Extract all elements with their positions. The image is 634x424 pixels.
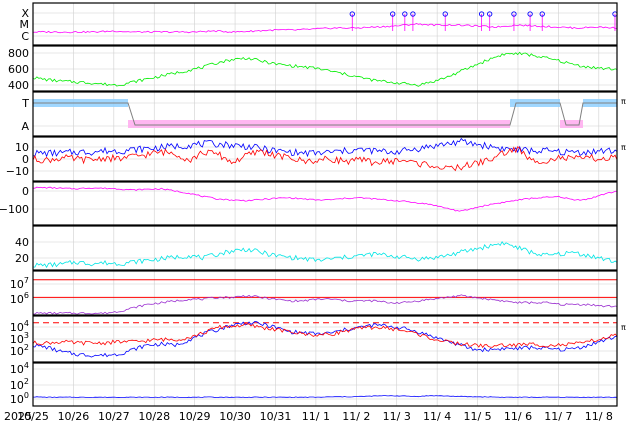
kp-ytick: 40 bbox=[15, 236, 29, 249]
flare-marker bbox=[511, 11, 517, 17]
x-tick-label: 11/ 3 bbox=[383, 410, 411, 423]
bfield-ytick: 0 bbox=[22, 153, 29, 166]
speed-series-0 bbox=[32, 51, 618, 87]
sector-band-A bbox=[560, 120, 583, 128]
proton-series-0 bbox=[33, 294, 618, 315]
speed-ytick: 600 bbox=[8, 63, 29, 76]
flare-marker bbox=[442, 11, 448, 17]
kp-ytick: 20 bbox=[15, 252, 29, 265]
x-tick-label: 10/31 bbox=[260, 410, 292, 423]
x-tick-label: 10/27 bbox=[98, 410, 130, 423]
x-tick-label: 11/ 1 bbox=[302, 410, 330, 423]
flare-marker bbox=[390, 11, 396, 17]
dst-series-0 bbox=[33, 186, 618, 212]
xray-panel-frame bbox=[32, 2, 618, 46]
x-year-label: 2025 bbox=[4, 410, 32, 423]
flare-marker bbox=[349, 11, 355, 17]
x-axis-labels: 2025 10/25 10/26 10/27 10/28 10/29 10/30 10/31… bbox=[4, 410, 613, 423]
x-tick-label: 10/30 bbox=[219, 410, 251, 423]
flare-marker bbox=[478, 11, 485, 17]
flare-marker bbox=[487, 11, 493, 17]
electron-right-label: π bbox=[621, 323, 626, 332]
flare-marker bbox=[527, 11, 533, 17]
x-tick-label: 10/26 bbox=[58, 410, 90, 423]
x-tick-label: 11/ 5 bbox=[463, 410, 491, 423]
bfield-series-1 bbox=[32, 146, 618, 172]
dst-panel-frame bbox=[32, 181, 618, 226]
flare-marker bbox=[402, 11, 408, 17]
x-tick-label: 10/25 bbox=[17, 410, 49, 423]
particles-series-0 bbox=[33, 395, 618, 399]
dst-ytick: −100 bbox=[0, 203, 29, 216]
bfield-ytick: 10 bbox=[15, 141, 29, 154]
electron-panel-frame bbox=[32, 315, 618, 363]
xray-ytick: M bbox=[20, 18, 30, 31]
proton-panel-frame bbox=[32, 270, 618, 316]
panel-frames bbox=[32, 2, 618, 407]
speed-panel-frame bbox=[32, 45, 618, 92]
flare-marker bbox=[539, 11, 545, 17]
particles-panel-frame bbox=[32, 362, 618, 407]
kp-series-0 bbox=[32, 241, 618, 269]
x-tick-label: 11/ 8 bbox=[585, 410, 613, 423]
bfield-right-label: π bbox=[621, 143, 626, 152]
xray-flux-line bbox=[32, 22, 618, 34]
x-tick-label: 11/ 2 bbox=[342, 410, 370, 423]
grid-lines bbox=[32, 3, 617, 406]
sector-band-A bbox=[128, 120, 510, 128]
bfield-panel-frame bbox=[32, 136, 618, 182]
x-tick-label: 11/ 4 bbox=[423, 410, 451, 423]
dst-ytick: 0 bbox=[22, 185, 29, 198]
x-tick-label: 10/29 bbox=[179, 410, 211, 423]
x-tick-label: 11/ 7 bbox=[544, 410, 572, 423]
speed-ytick: 800 bbox=[8, 47, 29, 60]
bfield-ytick: −10 bbox=[6, 165, 29, 178]
xray-ytick: C bbox=[21, 30, 29, 43]
bfield-series-0 bbox=[32, 137, 618, 158]
electron-series-1 bbox=[32, 322, 618, 349]
data-series bbox=[32, 11, 618, 399]
x-tick-label: 11/ 6 bbox=[504, 410, 532, 423]
mag_sector-panel-frame bbox=[32, 91, 618, 137]
mag_sector-ytick: A bbox=[21, 120, 29, 133]
y-axis-labels: XMC800600400TAπ100−10π0−1004020107106104… bbox=[0, 7, 626, 406]
polarity-line bbox=[33, 102, 617, 126]
xray-ytick: X bbox=[21, 7, 29, 20]
mag_sector-ytick: T bbox=[21, 97, 29, 110]
kp-panel-frame bbox=[32, 225, 618, 271]
mag_sector-right-label: π bbox=[621, 97, 626, 106]
x-tick-label: 10/28 bbox=[138, 410, 170, 423]
flare-marker bbox=[410, 11, 416, 17]
speed-ytick: 400 bbox=[8, 79, 29, 92]
